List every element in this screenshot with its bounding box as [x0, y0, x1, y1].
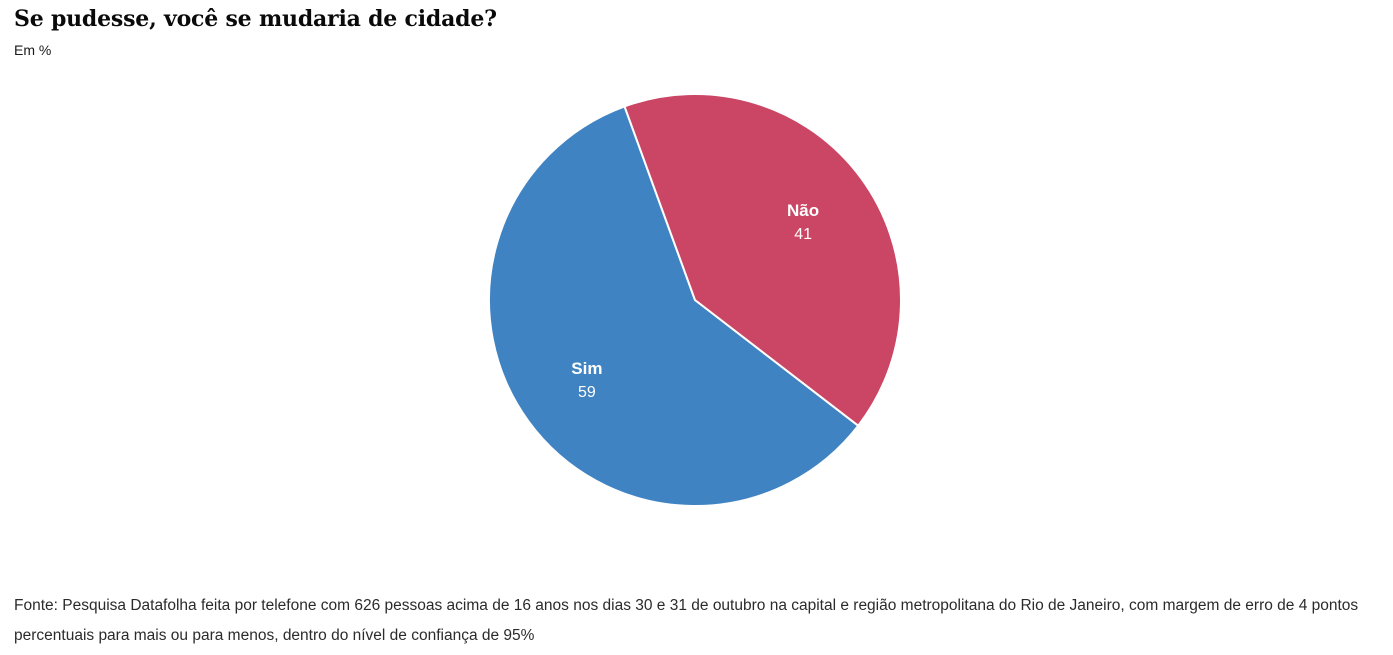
chart-unit-label: Em % [14, 42, 52, 58]
pie-slice-value-nao: 41 [794, 226, 812, 243]
pie-slice-label-sim: Sim [571, 359, 602, 378]
pie-chart: Sim 59 Não 41 [488, 92, 902, 507]
pie-slice-value-sim: 59 [578, 384, 596, 401]
pie-slice-sim[interactable] [488, 105, 860, 507]
page-title: Se pudesse, você se mudaria de cidade? [14, 6, 497, 32]
pie-slice-label-nao: Não [787, 201, 819, 220]
source-note: Fonte: Pesquisa Datafolha feita por tele… [14, 597, 1359, 644]
pie-slice-nao[interactable] [623, 92, 902, 427]
